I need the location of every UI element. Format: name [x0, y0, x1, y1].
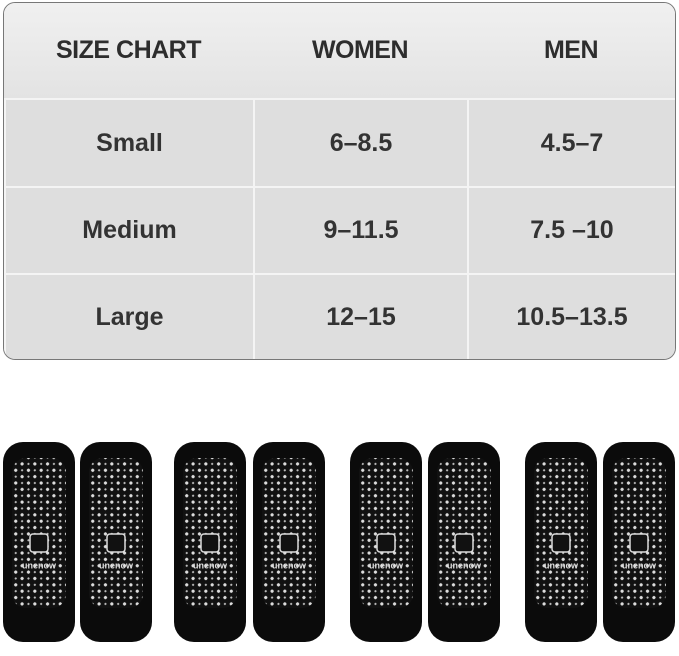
- table-cell: 4.5–7: [467, 98, 675, 186]
- sock: unenow: [174, 442, 246, 642]
- sock: unenow: [253, 442, 325, 642]
- table-cell: 10.5–13.5: [467, 273, 675, 359]
- grip-area: [437, 458, 491, 608]
- logo: [376, 533, 396, 553]
- sock: unenow: [3, 442, 75, 642]
- logo: [551, 533, 571, 553]
- brand-text: unenow: [369, 560, 404, 570]
- sock: unenow: [350, 442, 422, 642]
- brand-text: unenow: [447, 560, 482, 570]
- header-cell: SIZE CHART: [4, 3, 253, 98]
- brand-text: unenow: [99, 560, 134, 570]
- sock: unenow: [525, 442, 597, 642]
- grip-area: [183, 458, 237, 608]
- header-cell: MEN: [467, 3, 675, 98]
- sock: unenow: [603, 442, 675, 642]
- header-cell: WOMEN: [253, 3, 467, 98]
- brand-text: unenow: [272, 560, 307, 570]
- brand-text: unenow: [622, 560, 657, 570]
- table-cell: 12–15: [253, 273, 467, 359]
- grip-area: [359, 458, 413, 608]
- brand-text: unenow: [193, 560, 228, 570]
- logo: [629, 533, 649, 553]
- grip-area: [612, 458, 666, 608]
- brand-text: unenow: [544, 560, 579, 570]
- grip-area: [262, 458, 316, 608]
- grip-area: [12, 458, 66, 608]
- brand-text: unenow: [22, 560, 57, 570]
- sock: unenow: [80, 442, 152, 642]
- table-cell: Large: [4, 273, 253, 359]
- size-table: SIZE CHART WOMEN MEN Small 6–8.5 4.5–7 Medium 9…: [3, 2, 676, 360]
- table-cell: 7.5 –10: [467, 186, 675, 273]
- logo: [200, 533, 220, 553]
- logo: [279, 533, 299, 553]
- logo: [29, 533, 49, 553]
- table-cell: Small: [4, 98, 253, 186]
- sock: unenow: [428, 442, 500, 642]
- table-cell: Medium: [4, 186, 253, 273]
- socks-image: unenow unenow unenow unenow unenow unenow unen…: [3, 442, 675, 642]
- table-cell: 9–11.5: [253, 186, 467, 273]
- table-cell: 6–8.5: [253, 98, 467, 186]
- grip-area: [534, 458, 588, 608]
- logo: [454, 533, 474, 553]
- grip-area: [89, 458, 143, 608]
- logo: [106, 533, 126, 553]
